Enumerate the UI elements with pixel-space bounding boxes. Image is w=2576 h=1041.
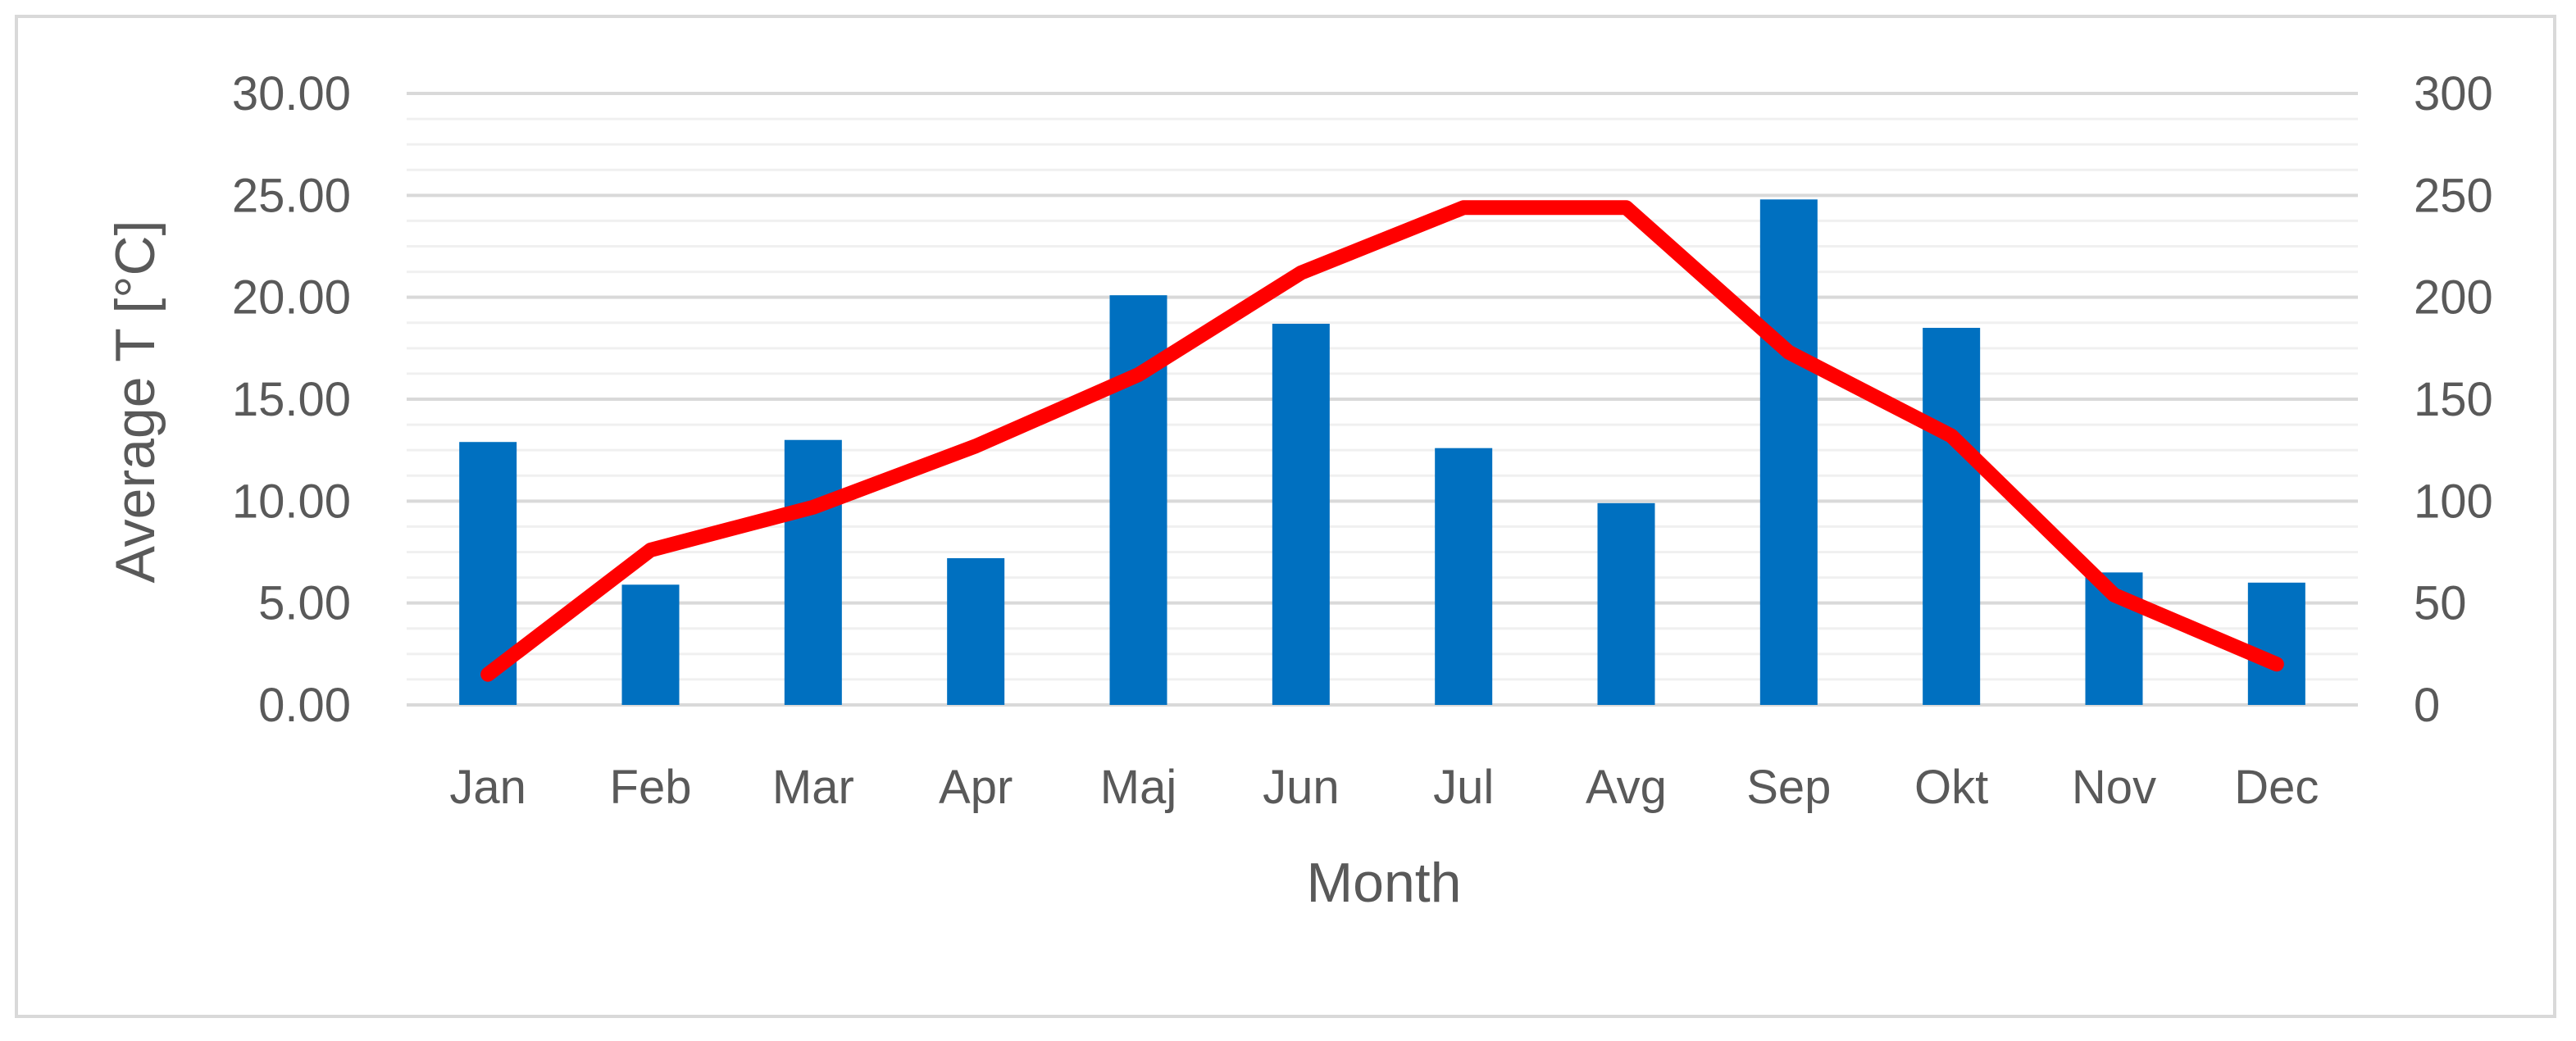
y2-tick-label: 100 [2414, 475, 2493, 528]
major-gridlines [407, 92, 2358, 707]
y2-tick-label: 50 [2414, 577, 2467, 630]
bar-series [459, 199, 2305, 706]
y-tick-label: 5.00 [258, 577, 351, 630]
temperature-line [480, 200, 2284, 682]
y-tick-label: 30.00 [232, 67, 351, 120]
x-tick-label-nov: Nov [2072, 761, 2156, 814]
x-tick-label-dec: Dec [2234, 761, 2319, 814]
bar-sep [1759, 199, 1818, 706]
y-tick-label: 15.00 [232, 373, 351, 426]
bar-feb [621, 584, 680, 705]
y2-tick-label: 150 [2414, 373, 2493, 426]
minor-gridlines [407, 117, 2358, 681]
bar-dec [2247, 582, 2305, 705]
bar-mar [784, 439, 842, 705]
x-tick-label-feb: Feb [610, 761, 692, 814]
bar-jun [1272, 323, 1330, 705]
x-axis-title: Month [1307, 852, 1462, 914]
y-tick-label: 25.00 [232, 169, 351, 222]
x-tick-label-apr: Apr [939, 761, 1013, 814]
x-tick-label-avg: Avg [1586, 761, 1667, 814]
bar-okt [1923, 327, 1981, 705]
y-tick-label: 20.00 [232, 271, 351, 325]
line-series [480, 200, 2284, 682]
x-tick-label-jan: Jan [449, 761, 526, 814]
bar-jul [1435, 448, 1493, 705]
x-tick-label-maj: Maj [1100, 761, 1176, 814]
x-tick-label-jun: Jun [1263, 761, 1340, 814]
x-tick-label-mar: Mar [772, 761, 854, 814]
y2-tick-label: 300 [2414, 67, 2493, 120]
y2-tick-label: 0 [2414, 679, 2440, 732]
y-tick-label: 0.00 [258, 679, 351, 732]
x-tick-label-okt: Okt [1914, 761, 1988, 814]
secondary-y-tick-labels: 0 50 100 150 200 250 300 [2414, 67, 2493, 732]
primary-y-tick-labels: 0.00 5.00 10.00 15.00 20.00 25.00 30.00 [232, 67, 351, 732]
x-tick-label-sep: Sep [1746, 761, 1831, 814]
x-tick-labels: Jan Feb Mar Apr Maj Jun Jul Avg Sep Okt Nov Dec [449, 761, 2319, 814]
bar-avg [1597, 502, 1655, 705]
y-tick-label: 10.00 [232, 475, 351, 528]
x-tick-label-jul: Jul [1433, 761, 1494, 814]
y2-tick-label: 250 [2414, 169, 2493, 222]
y2-tick-label: 200 [2414, 271, 2493, 325]
y-axis-title: Average T [°C] [104, 220, 166, 584]
bar-apr [947, 557, 1005, 705]
